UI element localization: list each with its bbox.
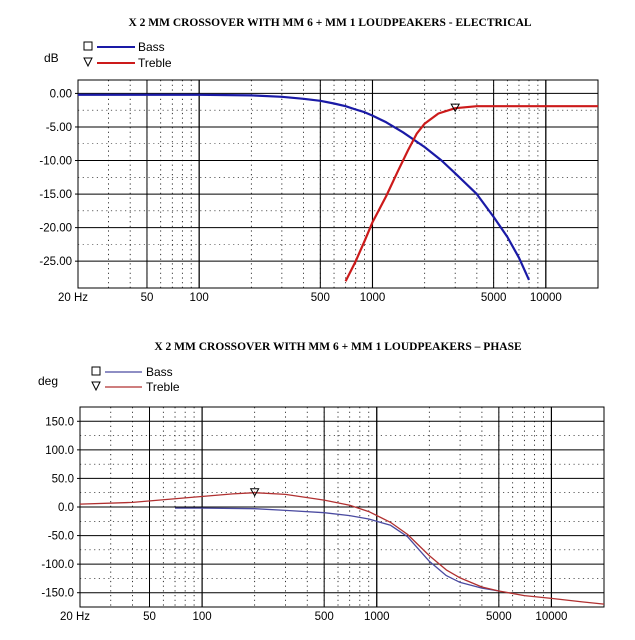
- legend-bass-square-icon: [91, 366, 101, 376]
- phase-x-tick-label: 50: [143, 611, 156, 623]
- electrical-series: [78, 93, 598, 282]
- electrical-grid: [77, 79, 599, 289]
- phase-x-tick-label: 5000: [486, 611, 512, 623]
- electrical-y-tick-label: 0.00: [50, 88, 72, 100]
- electrical-y-tick-label: -10.00: [39, 156, 72, 168]
- electrical-x-tick-label: 50: [141, 292, 154, 304]
- phase-y-ticks: 150.0 100.0 50.0 0.0 -50.0 -100.0 -150.0: [41, 416, 80, 600]
- electrical-y-tick-label: -5.00: [46, 122, 72, 134]
- electrical-x-tick-label: 100: [190, 292, 209, 304]
- legend-bass-label: Bass: [138, 40, 165, 54]
- phase-x-ticks: 20 Hz 50 100 500 1000 5000 10000: [60, 611, 567, 623]
- phase-series: [79, 488, 605, 605]
- phase-series-treble-line: [79, 492, 605, 605]
- legend-treble-triangle-icon: [83, 57, 93, 68]
- electrical-treble-marker-icon: [450, 103, 461, 113]
- phase-x-tick-label: 10000: [535, 611, 567, 623]
- electrical-legend: Bass Treble: [83, 40, 172, 70]
- electrical-plot-area: [77, 79, 599, 289]
- electrical-x-tick-label: 500: [311, 292, 330, 304]
- legend-treble-label: Treble: [146, 380, 180, 394]
- phase-y-tick-label: -100.0: [41, 559, 74, 571]
- electrical-chart: X 2 MM CROSSOVER WITH MM 6 + MM 1 LOUDPE…: [39, 17, 599, 304]
- legend-bass-square-icon: [83, 41, 93, 51]
- electrical-series-bass-line: [78, 93, 531, 281]
- phase-series-bass-line: [175, 507, 499, 592]
- phase-y-tick-label: 0.0: [58, 502, 74, 514]
- phase-y-tick-label: -150.0: [41, 588, 74, 600]
- electrical-series-treble-line: [344, 105, 598, 282]
- phase-x-tick-label: 20 Hz: [60, 611, 90, 623]
- phase-chart: X 2 MM CROSSOVER WITH MM 6 + MM 1 LOUDPE…: [38, 341, 605, 623]
- phase-legend: Bass Treble: [91, 365, 180, 394]
- phase-x-tick-label: 100: [192, 611, 211, 623]
- phase-chart-title: X 2 MM CROSSOVER WITH MM 6 + MM 1 LOUDPE…: [154, 341, 522, 353]
- electrical-y-ticks: 0.00 -5.00 -10.00 -15.00 -20.00 -25.00: [39, 88, 78, 268]
- electrical-x-tick-label: 5000: [481, 292, 507, 304]
- electrical-chart-title: X 2 MM CROSSOVER WITH MM 6 + MM 1 LOUDPE…: [128, 17, 531, 29]
- legend-treble-triangle-icon: [91, 381, 101, 392]
- electrical-x-tick-label: 20 Hz: [58, 292, 88, 304]
- phase-grid: [79, 406, 605, 608]
- phase-y-axis-label: deg: [38, 374, 58, 388]
- legend-bass-label: Bass: [146, 365, 173, 379]
- phase-x-tick-label: 500: [315, 611, 334, 623]
- legend-treble-label: Treble: [138, 56, 172, 70]
- phase-treble-marker-icon: [249, 488, 260, 497]
- electrical-y-tick-label: -20.00: [39, 223, 72, 235]
- electrical-x-ticks: 20 Hz 50 100 500 1000 5000 10000: [58, 292, 562, 304]
- electrical-y-axis-label: dB: [44, 51, 59, 65]
- phase-y-tick-label: 50.0: [52, 473, 74, 485]
- electrical-y-tick-label: -25.00: [39, 256, 72, 268]
- electrical-x-tick-label: 1000: [360, 292, 386, 304]
- electrical-x-tick-label: 10000: [530, 292, 562, 304]
- phase-y-tick-label: -50.0: [48, 531, 74, 543]
- phase-x-tick-label: 1000: [364, 611, 390, 623]
- phase-y-tick-label: 100.0: [45, 445, 74, 457]
- phase-y-tick-label: 150.0: [45, 416, 74, 428]
- electrical-y-tick-label: -15.00: [39, 189, 72, 201]
